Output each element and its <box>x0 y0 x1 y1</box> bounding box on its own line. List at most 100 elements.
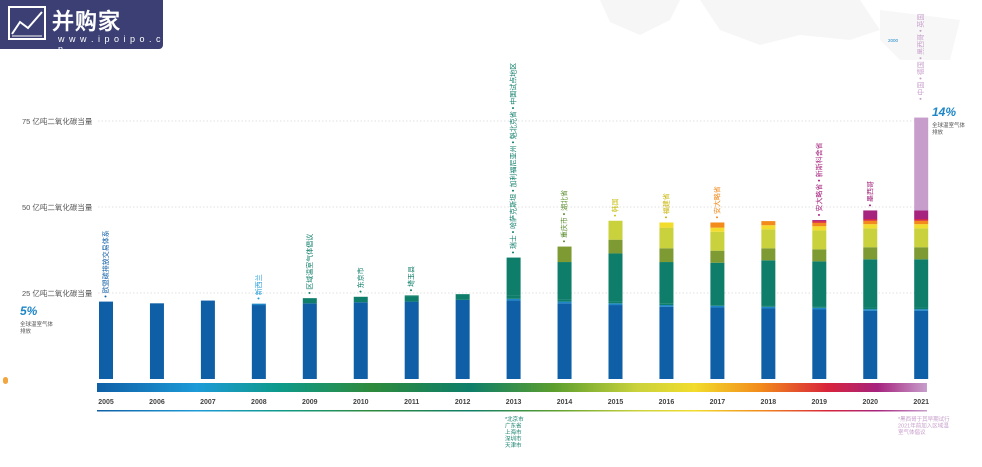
bar-segment-2021 <box>914 307 929 310</box>
bar-segment-2011 <box>404 295 419 297</box>
bar-segment-2016 <box>659 306 674 379</box>
annotation-2013: • 瑞士 • 哈萨克斯坦 • 加利福尼亚州 • 魁北克省 • 中国试点地区 <box>509 63 518 254</box>
share-2005-caption: 全球温室气体 <box>20 320 54 328</box>
bar-segment-2019 <box>812 226 827 231</box>
footnote-2013: 天津市 <box>505 441 522 449</box>
bar-segment-2019 <box>812 261 827 307</box>
bar-segment-2010 <box>353 296 368 303</box>
annotation-2010: • 东京市 <box>356 267 365 292</box>
x-tick-label: 2018 <box>761 399 777 406</box>
x-tick-label: 2009 <box>302 399 318 406</box>
bar-segment-2021 <box>914 219 929 221</box>
bar-segment-2015 <box>608 301 623 304</box>
bar-segment-2017 <box>710 262 725 305</box>
footnote-2013: *北京市 <box>505 415 524 423</box>
bar-segment-2018 <box>761 260 776 306</box>
x-tick-label: 2007 <box>200 399 216 406</box>
map-shape <box>600 0 680 35</box>
bar-segment-2015 <box>608 305 623 379</box>
map-shape <box>700 0 880 45</box>
x-tick-label: 2008 <box>251 399 267 406</box>
bar-segment-2007 <box>200 300 215 379</box>
bar-segment-2020 <box>863 220 878 225</box>
bar-segment-2018 <box>761 229 776 249</box>
bar-segment-2020 <box>863 210 878 220</box>
bar-segment-2012 <box>455 294 470 295</box>
bar-segment-2017 <box>710 305 725 308</box>
x-tick-label: 2006 <box>149 399 165 406</box>
bar-segment-2018 <box>761 221 776 226</box>
bar-segment-2014 <box>557 301 572 304</box>
annotation-2011: • 埼玉县 <box>407 266 416 291</box>
annotation-2021: • 中国 • 德国 • 黑西哥 • 英国 <box>916 14 925 100</box>
x-tick-label: 2016 <box>659 399 675 406</box>
bar-segment-2021 <box>914 210 929 220</box>
footnote-2013: 深圳市 <box>505 435 522 443</box>
bar-segment-2006 <box>149 303 164 379</box>
bar-segment-2014 <box>557 262 572 300</box>
annotation-2014: • 重庆市 • 湖北省 <box>560 190 569 243</box>
chart-logo-icon <box>8 6 46 40</box>
x-tick-label: 2017 <box>710 399 726 406</box>
bar-segment-2013 <box>506 257 521 296</box>
bar-segment-2021 <box>914 309 929 311</box>
annotation-2017: • 安大略省 <box>712 186 721 218</box>
bar-segment-2014 <box>557 246 572 263</box>
bar-segment-2013 <box>506 300 521 379</box>
bar-segment-2012 <box>455 294 470 300</box>
bar-segment-2017 <box>710 304 725 306</box>
bar-segment-2016 <box>659 227 674 249</box>
bar-segment-2020 <box>863 259 878 308</box>
bar-segment-2020 <box>863 247 878 260</box>
footnote-2021: *黑西哥于其早期试行 <box>898 415 950 423</box>
share-2021-caption: 排放 <box>932 128 944 136</box>
timeline-band <box>97 383 927 392</box>
bar-segment-2020 <box>863 224 878 229</box>
y-tick-label: 25 亿吨二氧化碳当量 <box>22 288 93 298</box>
bar-segment-2013 <box>506 295 521 299</box>
bar-segment-2015 <box>608 303 623 306</box>
bar-segment-2012 <box>455 299 470 379</box>
brand-url: w w w . i p o i p o . c n <box>58 34 162 54</box>
bar-segment-2021 <box>914 259 929 308</box>
bar-segment-2014 <box>557 299 572 302</box>
annotation-2020: • 墨西哥 <box>866 181 874 206</box>
bar-segment-2020 <box>863 309 878 311</box>
bar-segment-2019 <box>812 309 827 379</box>
bar-segment-2018 <box>761 306 776 309</box>
bar-segment-2005 <box>99 301 113 379</box>
share-2021-caption: 全球温室气体 <box>932 121 966 129</box>
x-tick-label: 2010 <box>353 399 369 406</box>
bar-segment-2016 <box>659 262 674 304</box>
footnote-2021: 2021年前加入区域温 <box>898 422 949 430</box>
bar-segment-2015 <box>608 220 623 240</box>
bar-segment-2019 <box>812 221 827 223</box>
bar-segment-2021 <box>914 247 929 260</box>
bar-segment-2017 <box>710 250 725 263</box>
annotation-2009: • 区域温室气体倡议 <box>305 234 314 294</box>
y-tick-label: 50 亿吨二氧化碳当量 <box>22 202 93 212</box>
side-marker <box>3 377 8 384</box>
share-2005-value: 5% <box>20 304 38 318</box>
bar-segment-2017 <box>710 231 725 251</box>
bar-segment-2017 <box>710 227 725 232</box>
footnote-2013: 上海市 <box>505 428 522 436</box>
bar-segment-2016 <box>659 303 674 306</box>
bar-segment-2010 <box>353 302 368 379</box>
x-tick-label: 2020 <box>862 399 878 406</box>
x-tick-label: 2005 <box>98 399 114 406</box>
bar-segment-2016 <box>659 248 674 263</box>
bar-segment-2019 <box>812 220 827 222</box>
small-top-label: 2000 <box>888 38 899 43</box>
timeline-line <box>97 410 927 412</box>
x-tick-label: 2012 <box>455 399 471 406</box>
map-shape <box>880 10 960 60</box>
bar-segment-2017 <box>710 222 725 228</box>
bar-segment-2016 <box>659 305 674 307</box>
bar-segment-2009 <box>302 303 317 379</box>
bar-segment-2008 <box>251 305 266 379</box>
bar-segment-2020 <box>863 228 878 248</box>
bar-segment-2021 <box>914 220 929 225</box>
